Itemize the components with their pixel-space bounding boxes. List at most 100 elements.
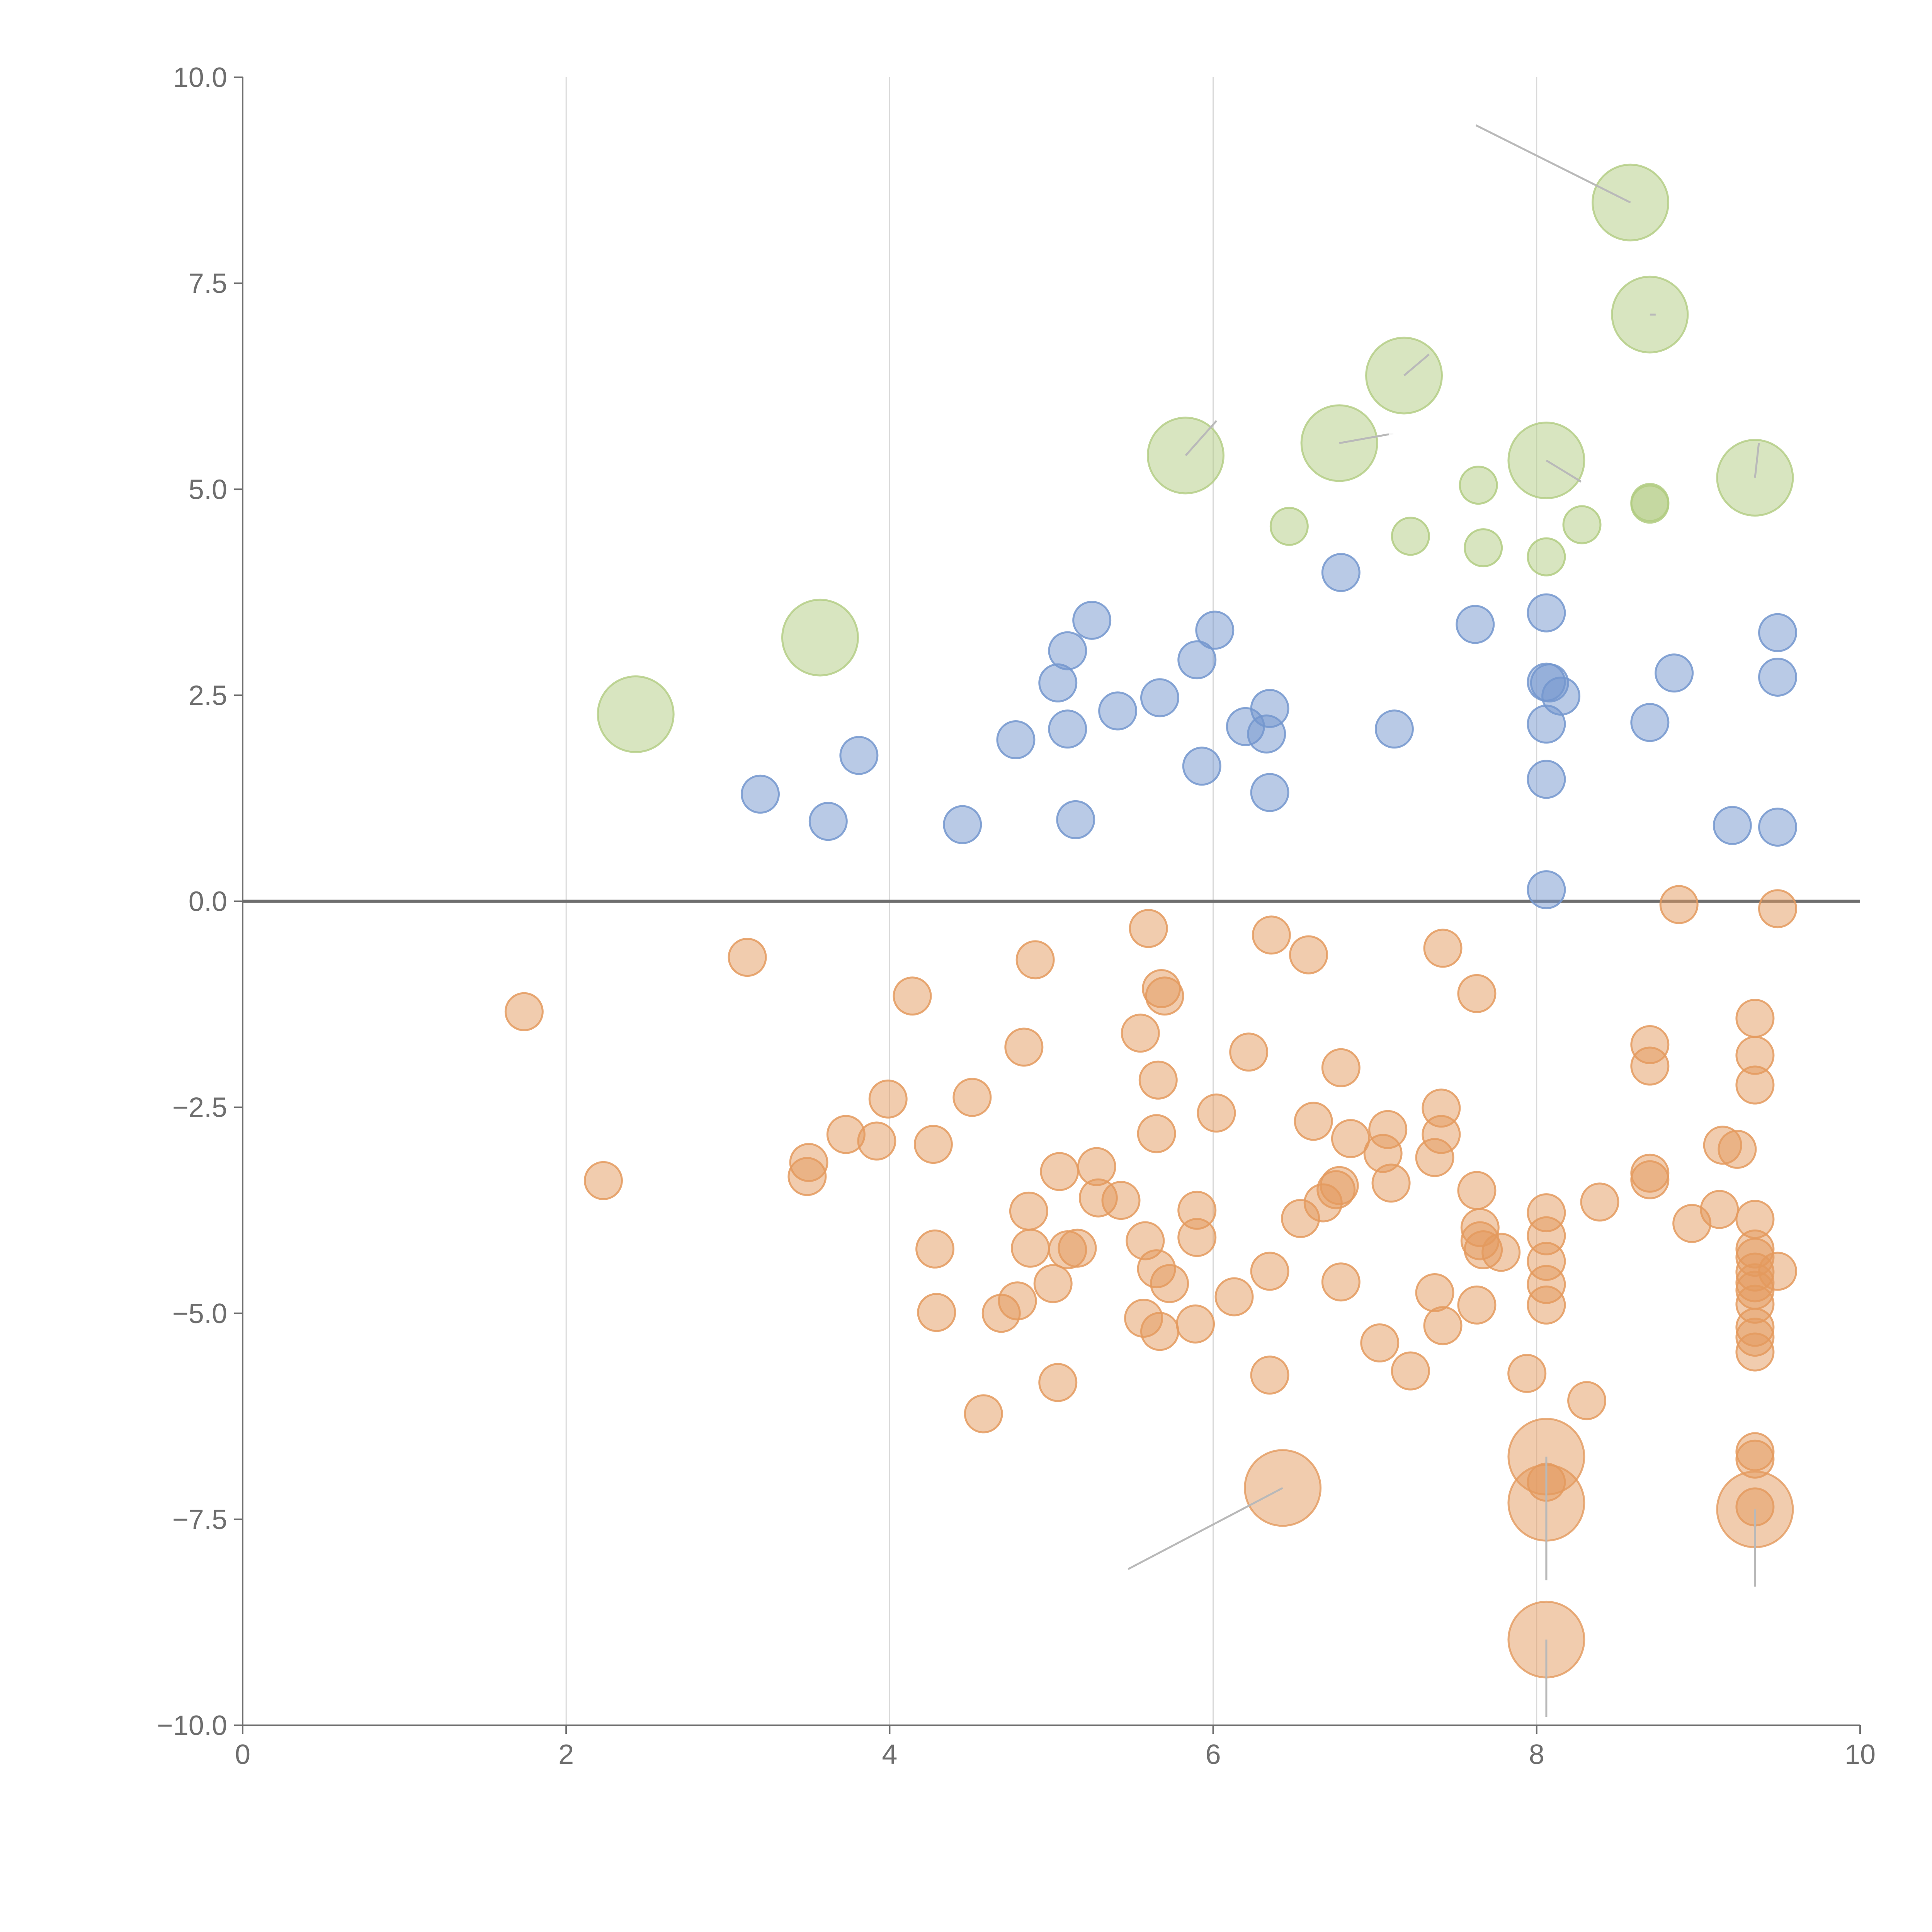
orange-point [1129, 909, 1168, 948]
orange-point [1250, 1355, 1289, 1395]
orange-point [1011, 1228, 1050, 1268]
blue-point [943, 805, 982, 844]
blue-point [1630, 703, 1670, 742]
orange-point [868, 1079, 908, 1119]
blue-point [1195, 611, 1235, 650]
blue-point [1250, 773, 1289, 812]
orange-point [1360, 1323, 1400, 1363]
orange-point [1033, 1264, 1073, 1303]
orange-point [1004, 1027, 1044, 1067]
blue-point [1758, 613, 1798, 652]
data-points [504, 163, 1798, 1679]
orange-point [1294, 1102, 1333, 1141]
blue-point [1527, 870, 1566, 910]
orange-point [1176, 1304, 1215, 1344]
orange-point [1567, 1381, 1607, 1420]
orange-point [1580, 1182, 1619, 1222]
callout-leader-line [1754, 443, 1760, 478]
green-point [1391, 517, 1430, 556]
blue-point [808, 802, 848, 841]
callout-labels: V T IC [1382, 165, 1706, 1526]
orange-point [1371, 1163, 1411, 1203]
y-tick-label: 7.5 [189, 268, 227, 299]
orange-point [1507, 1354, 1547, 1393]
orange-point [1320, 1166, 1359, 1205]
callout-leaders [1128, 124, 1760, 1717]
orange-point [1058, 1228, 1097, 1268]
orange-point [1423, 929, 1463, 968]
y-tick-label: −10.0 [157, 1710, 227, 1741]
orange-point [1700, 1190, 1739, 1229]
green-point [1269, 507, 1309, 546]
blue-point [996, 720, 1036, 760]
orange-point [1289, 935, 1328, 975]
y-tick-label: 2.5 [189, 680, 227, 711]
orange-point [1391, 1351, 1430, 1391]
blue-point [1758, 657, 1798, 697]
orange-point [1457, 1171, 1497, 1210]
orange-point [1423, 1306, 1463, 1345]
y-tick-label: 0.0 [189, 886, 227, 917]
blue-point [1056, 800, 1095, 839]
green-highlight-point [781, 599, 859, 677]
y-tick-label: −5.0 [172, 1298, 227, 1329]
blue-point [1098, 691, 1138, 731]
blue-point [1713, 806, 1752, 845]
blue-point [1182, 747, 1221, 786]
callout-label: IC [1589, 1465, 1643, 1526]
orange-point [913, 1125, 953, 1164]
orange-point [1015, 940, 1055, 980]
orange-point [1331, 1119, 1370, 1158]
green-point [1562, 505, 1602, 544]
orange-point [1321, 1048, 1361, 1087]
orange-point [1177, 1218, 1217, 1257]
green-point [1630, 485, 1670, 524]
orange-point [1321, 1262, 1361, 1302]
blue-point [741, 774, 780, 814]
orange-point [1630, 1160, 1670, 1199]
blue-point [1374, 709, 1414, 749]
callout-leader-line [1339, 432, 1394, 444]
orange-point [1735, 1065, 1775, 1105]
orange-point [1038, 1363, 1078, 1402]
orange-point [1121, 1014, 1160, 1053]
blue-point [1456, 605, 1495, 644]
blue-point [1655, 653, 1694, 693]
green-highlight-point [1365, 337, 1443, 415]
orange-point [1140, 1312, 1179, 1351]
orange-point [1229, 1032, 1269, 1072]
orange-point [1040, 1152, 1079, 1191]
orange-point [1457, 974, 1497, 1013]
orange-point [952, 1078, 992, 1117]
orange-point [1150, 1264, 1189, 1303]
axes: 0 2 4 6 8 10 10.0 7.5 5.0 2.5 0.0 −2.5 −5.0 −7.5 −10.0 [157, 62, 1876, 1770]
orange-point [1758, 1252, 1798, 1291]
blue-point [1321, 553, 1361, 592]
orange-point [1481, 1233, 1521, 1272]
orange-point [1422, 1115, 1461, 1154]
orange-point [1735, 998, 1775, 1038]
callout-leader-line [1475, 124, 1631, 204]
orange-point [787, 1157, 827, 1196]
callout-leader-line [1128, 1487, 1283, 1570]
orange-point [1145, 976, 1184, 1016]
orange-point [728, 938, 767, 977]
orange-point [1527, 1285, 1566, 1325]
x-tick-label: 4 [882, 1739, 897, 1770]
blue-point [1527, 593, 1566, 633]
green-point [1459, 466, 1498, 505]
x-tick-label: 2 [558, 1739, 574, 1770]
orange-point [915, 1229, 955, 1269]
blue-point [1541, 677, 1581, 716]
orange-point [1252, 915, 1291, 955]
orange-point [504, 992, 544, 1031]
orange-point [1197, 1094, 1236, 1133]
blue-point [1048, 709, 1087, 749]
orange-point [1250, 1252, 1289, 1291]
orange-point [1368, 1110, 1408, 1149]
green-point [1464, 528, 1503, 568]
callout-label: V [1382, 406, 1418, 466]
orange-point [1137, 1114, 1176, 1153]
